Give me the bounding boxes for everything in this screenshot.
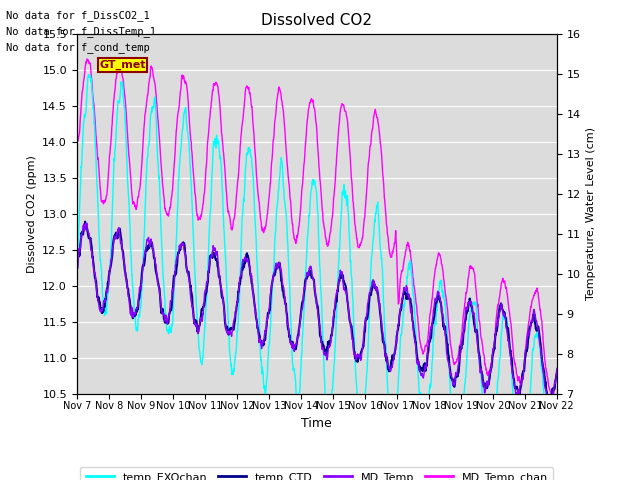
temp_EXOchan [496,354,504,360]
temp_CTD [546,399,554,405]
temp_EXOchan [234,328,241,334]
temp_CTD [553,371,561,377]
Line: temp_EXOchan: temp_EXOchan [77,75,557,480]
MD_Temp [73,268,81,274]
Text: No data for f_cond_temp: No data for f_cond_temp [6,42,150,53]
MD_Temp [454,367,461,372]
temp_CTD [81,219,89,225]
MD_Temp_chan [83,56,91,62]
temp_EXOchan [553,479,561,480]
Text: No data for f_DissCO2_1: No data for f_DissCO2_1 [6,11,150,22]
temp_EXOchan [454,432,461,437]
Text: No data for f_DissTemp_1: No data for f_DissTemp_1 [6,26,156,37]
temp_EXOchan [73,257,81,263]
Y-axis label: Temperature, Water Level (cm): Temperature, Water Level (cm) [586,127,596,300]
temp_EXOchan [391,442,399,448]
temp_EXOchan [84,72,92,78]
Line: temp_CTD: temp_CTD [77,222,557,402]
Line: MD_Temp: MD_Temp [77,223,557,402]
MD_Temp_chan [553,372,561,378]
Line: MD_Temp_chan: MD_Temp_chan [77,59,557,398]
temp_EXOchan [168,323,176,329]
MD_Temp [544,399,552,405]
MD_Temp_chan [168,189,176,194]
MD_Temp_chan [391,239,399,244]
MD_Temp_chan [496,289,504,295]
MD_Temp [83,220,91,226]
temp_CTD [180,241,188,247]
temp_EXOchan [180,111,188,117]
temp_CTD [496,303,504,309]
MD_Temp_chan [180,74,188,80]
Title: Dissolved CO2: Dissolved CO2 [261,13,372,28]
Y-axis label: Dissolved CO2 (ppm): Dissolved CO2 (ppm) [27,155,36,273]
MD_Temp [180,246,188,252]
MD_Temp [168,287,176,293]
temp_CTD [73,262,81,268]
MD_Temp [391,346,399,352]
MD_Temp_chan [454,356,461,362]
temp_CTD [234,299,241,305]
MD_Temp_chan [73,138,81,144]
MD_Temp [553,366,561,372]
temp_CTD [454,373,461,379]
Legend: temp_EXOchan, temp_CTD, MD_Temp, MD_Temp_chan: temp_EXOchan, temp_CTD, MD_Temp, MD_Temp… [80,467,554,480]
temp_CTD [391,348,399,353]
temp_CTD [168,296,176,301]
MD_Temp_chan [234,180,241,186]
Text: GT_met: GT_met [99,60,146,70]
MD_Temp [234,299,241,304]
MD_Temp_chan [549,396,557,401]
X-axis label: Time: Time [301,417,332,430]
MD_Temp [496,309,504,314]
